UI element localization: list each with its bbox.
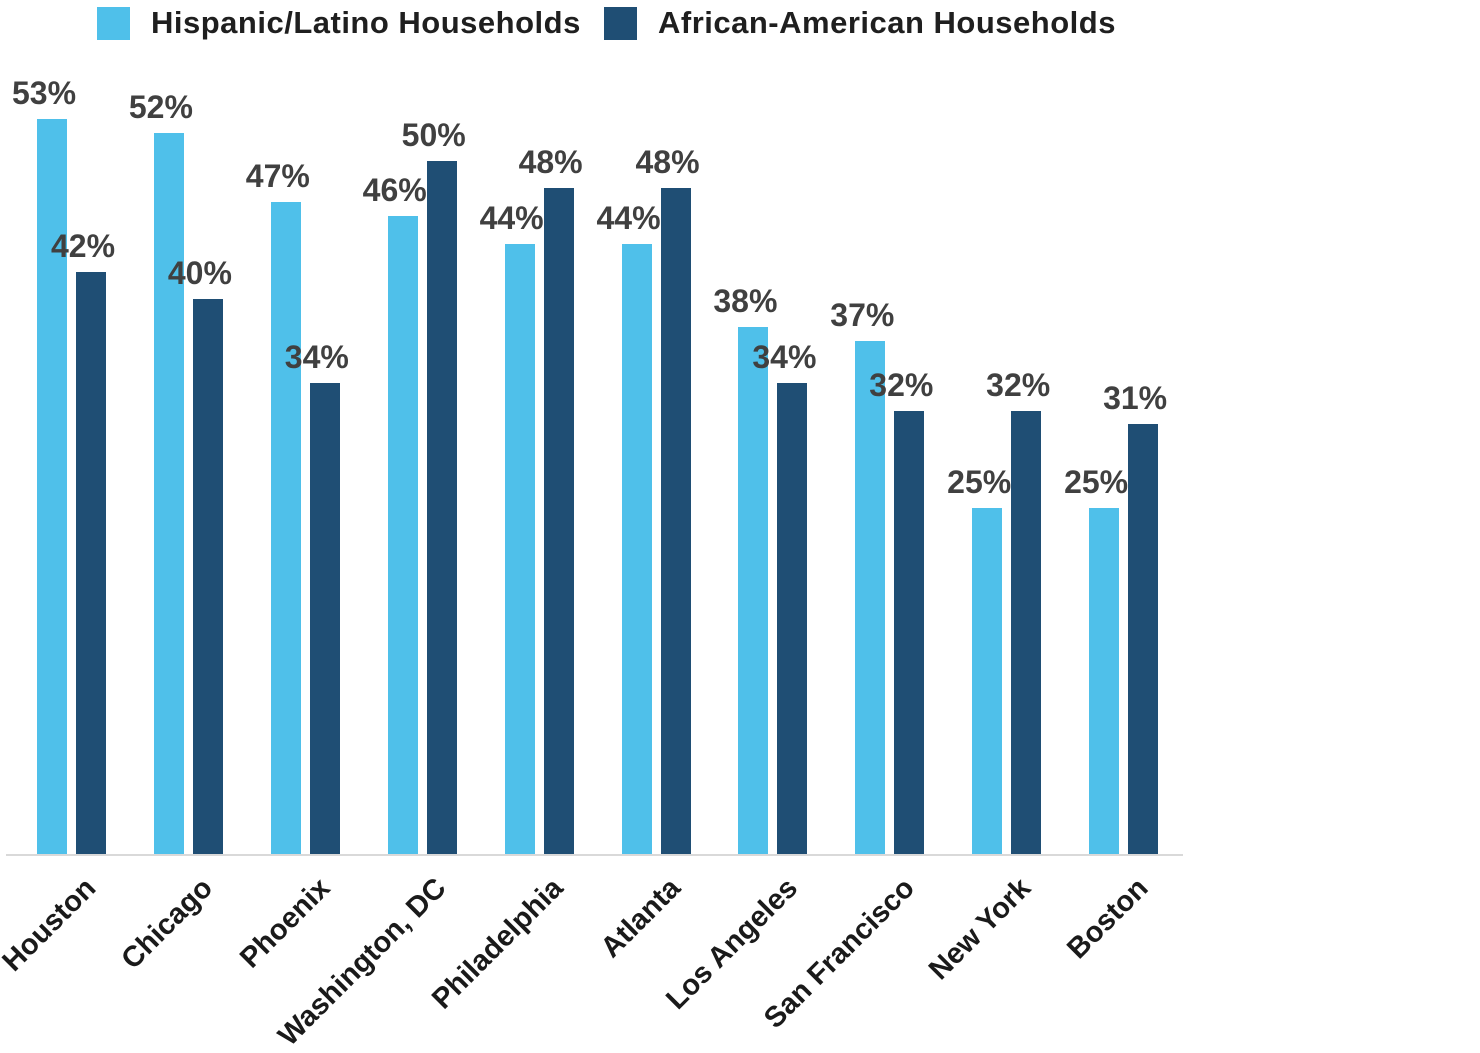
value-label-african-american-households-los-angeles: 34%: [752, 338, 817, 375]
bar-hispanic-latino-households-houston: [37, 118, 67, 855]
legend-label-african-american: African-American Households: [658, 5, 1116, 40]
category-label-atlanta: Atlanta: [594, 872, 687, 965]
bar-african-american-households-boston: [1128, 424, 1159, 855]
legend-swatch-african-american: [604, 6, 637, 40]
bar-african-american-households-philadelphia: [543, 188, 574, 855]
bar-hispanic-latino-households-new-york: [972, 507, 1003, 856]
bar-african-american-households-atlanta: [660, 188, 691, 855]
value-label-african-american-households-san-francisco: 32%: [869, 366, 934, 403]
value-label-african-american-households-atlanta: 48%: [635, 144, 700, 181]
legend-item-african-american: African-American Households: [604, 4, 1116, 42]
value-label-african-american-households-chicago: 40%: [167, 255, 232, 292]
legend-item-hispanic-latino: Hispanic/Latino Households: [97, 4, 581, 42]
x-axis-line: [6, 854, 1183, 856]
bar-hispanic-latino-households-phoenix: [270, 202, 301, 855]
value-label-hispanic-latino-households-los-angeles: 38%: [713, 283, 778, 320]
category-label-boston: Boston: [1060, 872, 1155, 966]
bar-african-american-households-san-francisco: [894, 410, 925, 855]
bar-african-american-households-houston: [76, 271, 106, 855]
value-label-hispanic-latino-households-chicago: 52%: [128, 88, 193, 125]
value-label-hispanic-latino-households-san-francisco: 37%: [830, 297, 895, 334]
value-label-hispanic-latino-households-philadelphia: 44%: [479, 199, 544, 236]
value-label-hispanic-latino-households-boston: 25%: [1064, 463, 1129, 500]
bar-african-american-households-los-angeles: [777, 382, 808, 855]
value-label-african-american-households-washington-dc: 50%: [401, 116, 466, 153]
bar-hispanic-latino-households-san-francisco: [855, 341, 886, 855]
value-label-african-american-households-philadelphia: 48%: [518, 144, 583, 181]
value-label-hispanic-latino-households-phoenix: 47%: [245, 158, 310, 195]
bar-hispanic-latino-households-washington-dc: [387, 216, 418, 855]
value-label-african-american-households-phoenix: 34%: [284, 338, 349, 375]
bar-hispanic-latino-households-chicago: [153, 132, 184, 855]
value-label-african-american-households-boston: 31%: [1103, 380, 1168, 417]
bar-african-american-households-washington-dc: [426, 160, 457, 855]
value-label-african-american-households-houston: 42%: [50, 227, 116, 264]
category-label-houston: Houston: [0, 872, 103, 978]
bar-hispanic-latino-households-boston: [1089, 507, 1120, 856]
bar-hispanic-latino-households-los-angeles: [738, 327, 769, 855]
bar-chart: Hispanic/Latino Households African-Ameri…: [0, 4, 1183, 1052]
legend-swatch-hispanic-latino: [97, 6, 130, 40]
category-label-new-york: New York: [923, 872, 1038, 987]
value-label-hispanic-latino-households-new-york: 25%: [947, 463, 1012, 500]
bar-hispanic-latino-households-philadelphia: [504, 243, 535, 855]
value-label-hispanic-latino-households-atlanta: 44%: [596, 199, 661, 236]
bar-hispanic-latino-households-atlanta: [621, 243, 652, 855]
bar-african-american-households-chicago: [192, 299, 223, 855]
bar-african-american-households-phoenix: [309, 382, 340, 855]
bar-african-american-households-new-york: [1011, 410, 1042, 855]
value-label-hispanic-latino-households-houston: 53%: [11, 74, 77, 111]
value-label-hispanic-latino-households-washington-dc: 46%: [362, 172, 427, 209]
category-label-chicago: Chicago: [115, 872, 220, 976]
value-label-african-american-households-new-york: 32%: [986, 366, 1051, 403]
legend-label-hispanic-latino: Hispanic/Latino Households: [151, 5, 581, 40]
category-label-phoenix: Phoenix: [233, 872, 336, 975]
